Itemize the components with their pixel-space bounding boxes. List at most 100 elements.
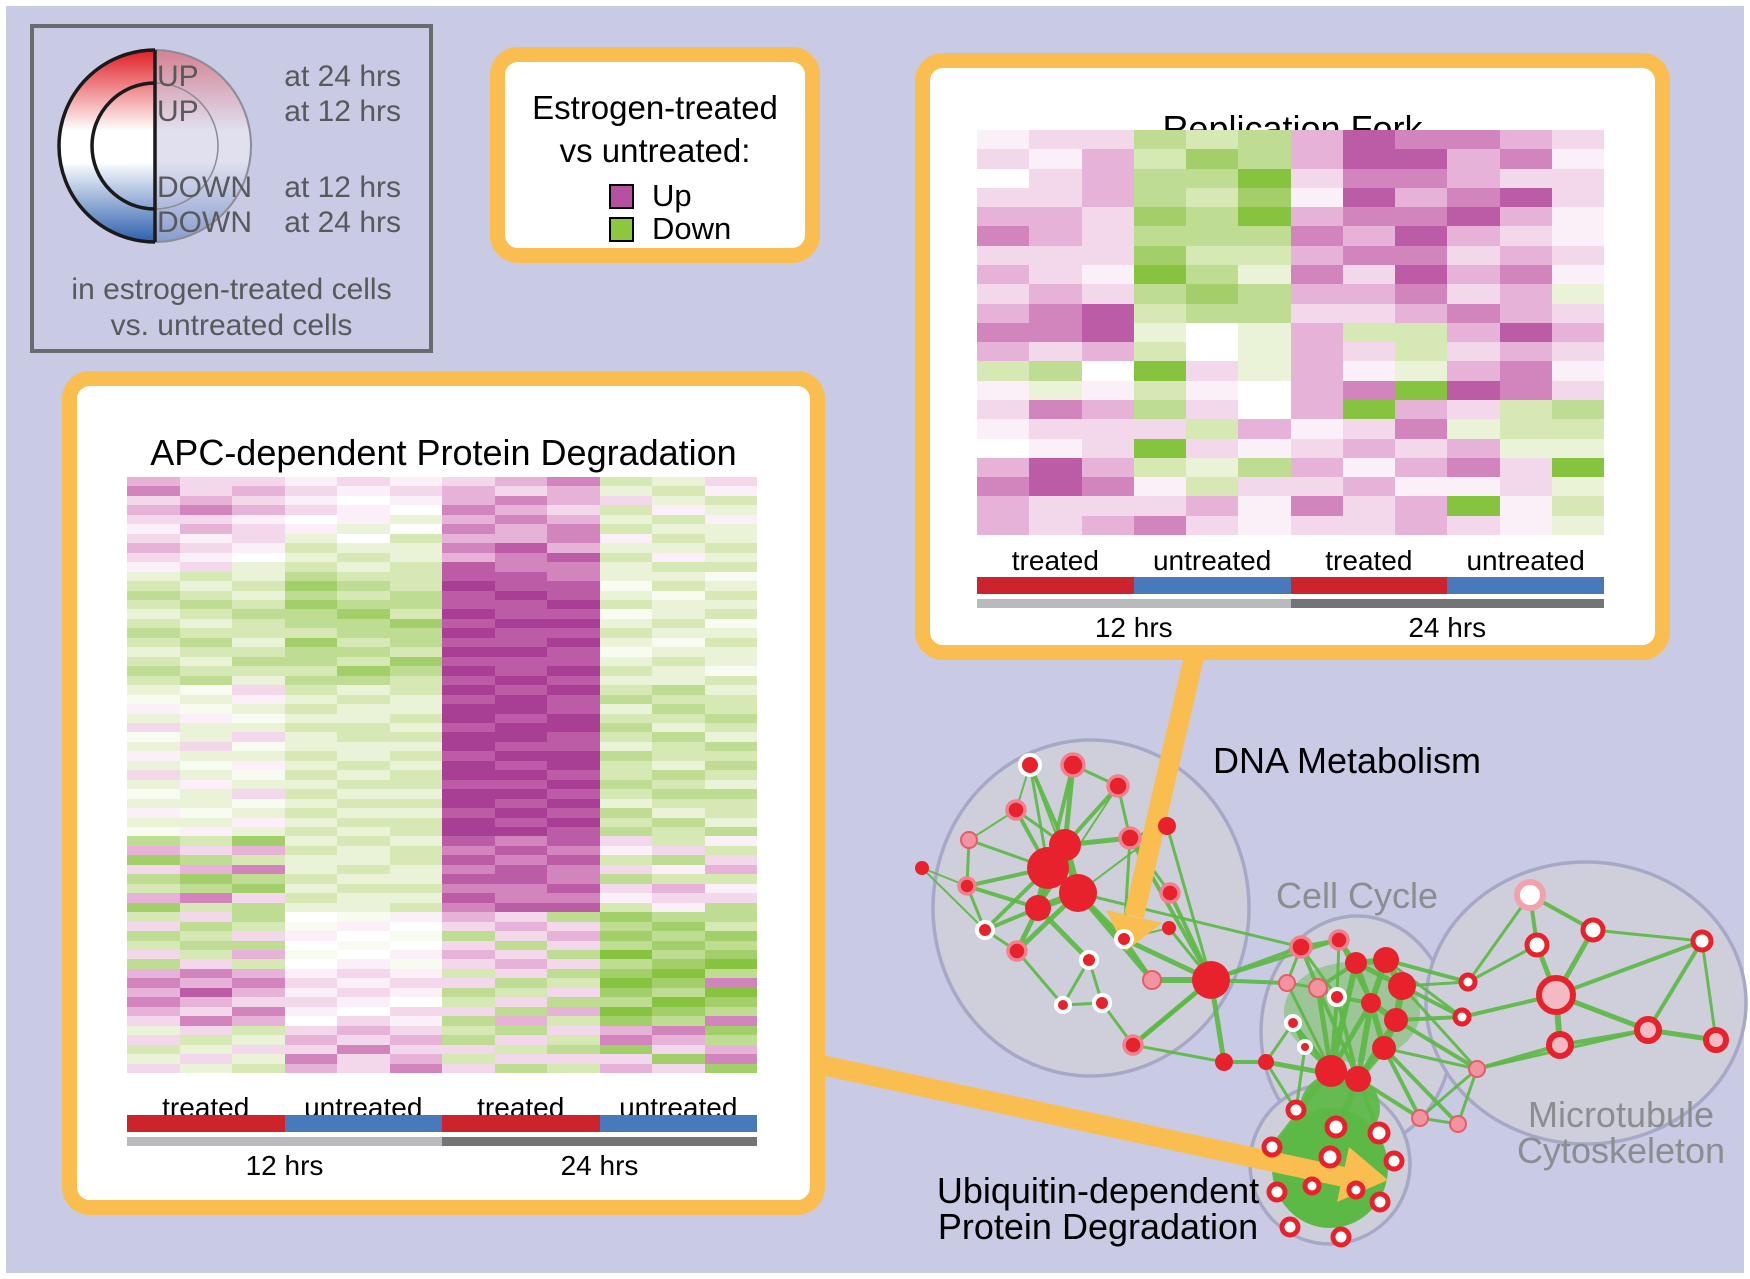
- heatmap-cell: [442, 505, 495, 515]
- heatmap-cell: [1238, 361, 1291, 381]
- heatmap-cell: [704, 1054, 757, 1064]
- heatmap-cell: [1081, 380, 1134, 400]
- heatmap-cell: [1395, 342, 1448, 362]
- heatmap-cell: [1342, 226, 1395, 246]
- heatmap-cell: [599, 874, 652, 884]
- heatmap-cell: [547, 1054, 600, 1064]
- heatmap-cell: [337, 779, 390, 790]
- heatmap-cell: [232, 741, 285, 752]
- apc-24hrs-bar: [442, 1137, 757, 1146]
- heatmap-cell: [284, 751, 337, 761]
- heatmap-cell: [1029, 207, 1082, 227]
- heatmap-cell: [1029, 477, 1082, 497]
- heatmap-cell: [127, 656, 180, 667]
- heatmap-cell: [547, 968, 600, 979]
- heatmap-cell: [179, 618, 232, 629]
- network-node: [1308, 978, 1328, 998]
- heatmap-cell: [389, 959, 442, 969]
- heatmap-cell: [652, 845, 705, 856]
- heatmap-cell: [1186, 342, 1239, 362]
- heatmap-cell: [1290, 342, 1343, 362]
- heatmap-cell: [547, 1025, 600, 1036]
- heatmap-cell: [284, 959, 337, 969]
- heatmap-cell: [652, 618, 705, 629]
- heatmap-cell: [389, 656, 442, 667]
- heatmap-cell: [547, 704, 600, 714]
- heatmap-cell: [1342, 400, 1395, 420]
- cluster-label: Protein Degradation: [938, 1206, 1258, 1247]
- heatmap-cell: [704, 1035, 757, 1045]
- heatmap-cell: [232, 505, 285, 515]
- heatmap-cell: [1290, 284, 1343, 304]
- heatmap-cell: [494, 685, 547, 695]
- heatmap-cell: [652, 552, 705, 563]
- heatmap-cell: [1238, 322, 1291, 343]
- heatmap-cell: [389, 486, 442, 496]
- heatmap-cell: [1342, 496, 1395, 516]
- network-node: [1261, 1136, 1283, 1158]
- apc-treated-bar-24: [442, 1115, 600, 1132]
- network-edge: [1328, 1078, 1360, 1158]
- heatmap-cell: [127, 694, 180, 705]
- heatmap-cell: [284, 997, 337, 1007]
- heatmap-cell: [1133, 400, 1186, 420]
- heatmap-cell: [704, 704, 757, 714]
- heatmap-cell: [547, 694, 600, 705]
- heatmap-cell: [1081, 187, 1134, 208]
- network-node: [1346, 1180, 1366, 1200]
- heatmap-cell: [232, 1016, 285, 1026]
- heatmap-cell: [284, 675, 337, 686]
- heatmap-cell: [179, 685, 232, 695]
- network-node: [1373, 947, 1399, 973]
- heatmap-cell: [494, 1035, 547, 1045]
- heatmap-cell: [127, 552, 180, 563]
- heatmap-cell: [652, 968, 705, 979]
- network-node: [1278, 974, 1296, 992]
- heatmap-cell: [547, 912, 600, 922]
- heatmap-cell: [1029, 187, 1082, 208]
- heatmap-cell: [599, 789, 652, 799]
- network-node: [957, 876, 977, 896]
- heatmap-cell: [284, 722, 337, 733]
- heatmap-cell: [494, 836, 547, 846]
- network-node: [1297, 1039, 1313, 1055]
- heatmap-cell: [494, 760, 547, 771]
- heatmap-cell: [337, 1063, 390, 1073]
- heatmap-cell: [1447, 207, 1500, 227]
- heatmap-cell: [494, 808, 547, 818]
- heatmap-cell: [599, 732, 652, 742]
- heatmap-cell: [599, 968, 652, 979]
- heatmap-cell: [599, 921, 652, 932]
- heatmap-cell: [1290, 149, 1343, 169]
- heatmap-cell: [127, 618, 180, 629]
- heatmap-cell: [547, 751, 600, 761]
- heatmap-cell: [337, 741, 390, 752]
- heatmap-cell: [1447, 303, 1500, 323]
- heatmap-cell: [977, 419, 1030, 439]
- heatmap-cell: [389, 808, 442, 818]
- network-node: [1318, 1145, 1342, 1169]
- heatmap-cell: [284, 893, 337, 903]
- rf-untreated-bar-12: [1133, 577, 1291, 594]
- heatmap-cell: [1081, 207, 1134, 227]
- heatmap-cell: [389, 751, 442, 761]
- heatmap-cell: [1029, 245, 1082, 265]
- heatmap-cell: [389, 902, 442, 913]
- heatmap-cell: [494, 959, 547, 969]
- heatmap-cell: [599, 864, 652, 875]
- heatmap-cell: [179, 789, 232, 799]
- heatmap-cell: [179, 1016, 232, 1026]
- heatmap-cell: [1186, 515, 1239, 535]
- heatmap-cell: [179, 827, 232, 837]
- heatmap-cell: [599, 902, 652, 913]
- heatmap-cell: [1133, 207, 1186, 227]
- heatmap-cell: [232, 732, 285, 742]
- heatmap-cell: [704, 817, 757, 828]
- heatmap-cell: [284, 533, 337, 544]
- heatmap-cell: [494, 741, 547, 752]
- heatmap-cell: [652, 486, 705, 496]
- heatmap-cell: [179, 704, 232, 714]
- heatmap-cell: [704, 477, 757, 487]
- heatmap-cell: [127, 685, 180, 695]
- heatmap-cell: [494, 798, 547, 809]
